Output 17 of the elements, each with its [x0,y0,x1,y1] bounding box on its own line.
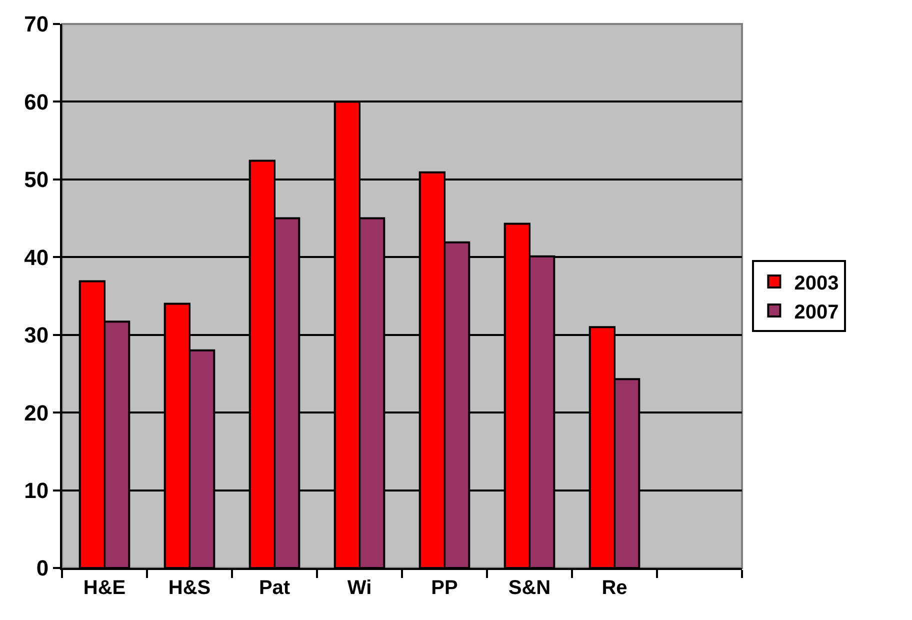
x-tick-label: Re [602,577,628,599]
x-tick-label: H&E [83,577,126,599]
x-tick-label: H&S [168,577,211,599]
y-tick-label: 30 [24,322,49,348]
y-tick-label: 10 [24,478,49,503]
legend-label: 2003 [794,272,839,294]
y-tick-label: 70 [24,12,49,37]
y-tick-label: 0 [36,556,49,581]
x-tick-label: Pat [258,577,290,599]
x-tick-label: Wi [347,577,372,599]
legend-label: 2007 [794,301,839,324]
y-tick-label: 60 [24,89,49,114]
x-tick-label: PP [431,577,458,599]
x-tick-label: S&N [508,577,551,599]
y-tick-label: 50 [24,167,49,192]
y-tick-label: 20 [24,400,49,426]
y-tick-label: 40 [24,244,49,270]
